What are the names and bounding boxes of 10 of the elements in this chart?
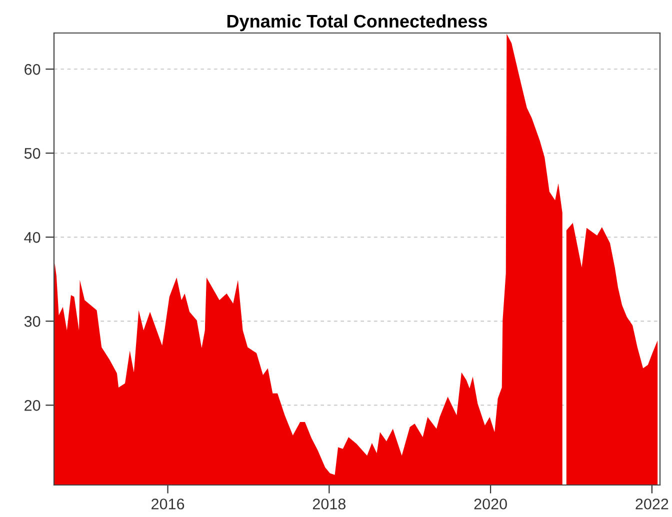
y-tick-label: 20: [24, 400, 40, 411]
y-tick-label: 40: [24, 232, 40, 243]
x-tick-label: 2016: [152, 498, 184, 510]
y-tick-label: 50: [24, 148, 40, 159]
y-tick-label: 30: [24, 316, 40, 327]
chart-title: Dynamic Total Connectedness: [227, 14, 488, 32]
x-tick-label: 2022: [636, 498, 668, 510]
x-tick-label: 2018: [312, 498, 346, 510]
x-tick-label: 2020: [474, 498, 507, 510]
y-tick-label: 60: [24, 64, 40, 75]
